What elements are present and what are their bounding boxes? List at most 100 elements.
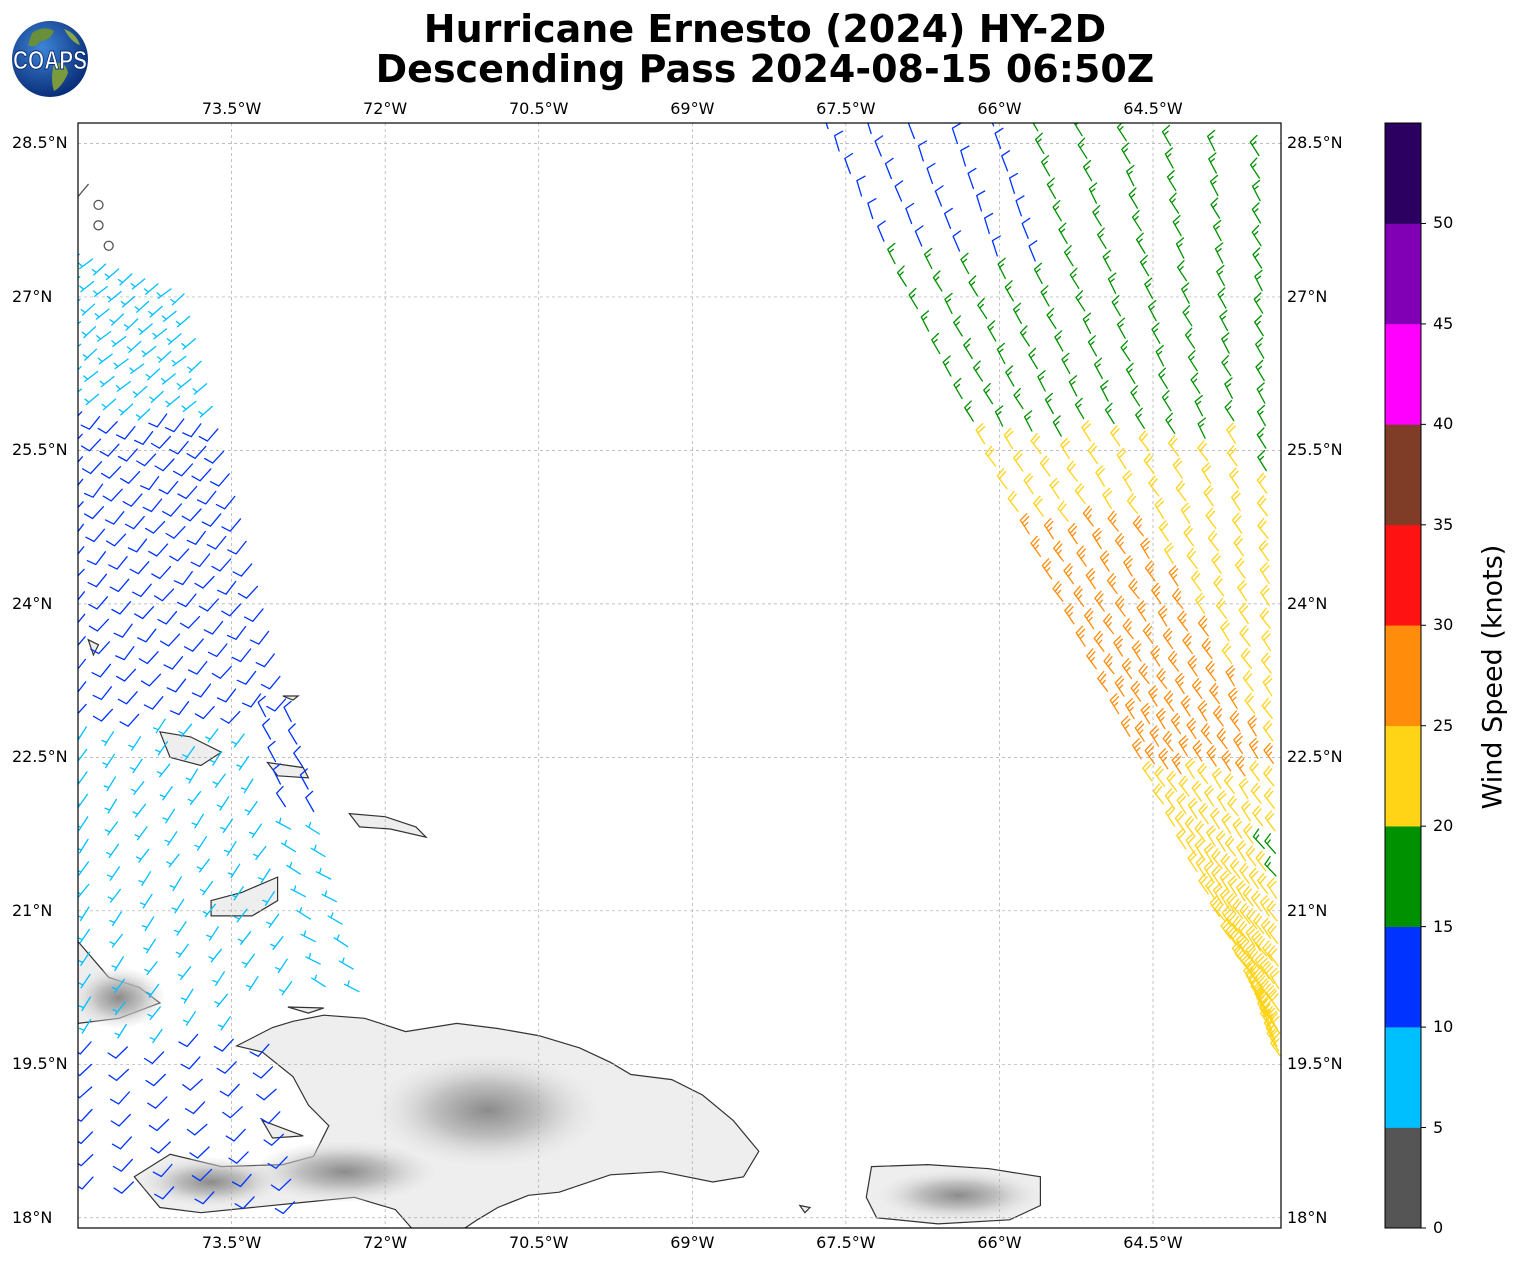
wind-barb (80, 303, 96, 316)
wind-barb (283, 700, 292, 723)
wind-barb (275, 785, 287, 808)
lat-tick-label: 28.5°N (12, 133, 68, 153)
wind-barb (1227, 687, 1238, 709)
wind-barb (1132, 515, 1144, 537)
wind-barb (1158, 367, 1168, 389)
wind-barb (78, 951, 91, 966)
wind-barb (177, 485, 198, 500)
wind-barb (211, 558, 232, 572)
wind-barb (78, 996, 92, 1012)
wind-barb (211, 665, 232, 679)
wind-barb (1093, 357, 1103, 380)
wind-barb (231, 648, 252, 663)
wind-barb (1187, 850, 1198, 872)
wind-barb (1052, 200, 1062, 222)
wind-barb (1046, 307, 1057, 330)
colorbar-tick-label: 5 (1433, 1117, 1444, 1137)
wind-barb (1192, 740, 1203, 762)
wind-barb (243, 608, 264, 622)
wind-barb (113, 623, 133, 638)
wind-barb (1256, 472, 1268, 494)
colorbar-tick-label: 45 (1433, 313, 1454, 333)
wind-barb (1015, 195, 1025, 217)
wind-barb (231, 733, 245, 748)
lon-tick-label: 64.5°W (1123, 99, 1183, 118)
wind-barb (164, 831, 178, 846)
wind-barb (78, 861, 90, 876)
wind-barb (1092, 527, 1102, 550)
wind-barb (143, 1051, 165, 1065)
wind-barb (225, 1128, 246, 1142)
wind-barb (1120, 340, 1131, 362)
wind-barb (1204, 785, 1215, 807)
lat-tick-label: 24°N (12, 593, 53, 613)
wind-barb (154, 458, 175, 472)
wind-barb (104, 268, 120, 281)
wind-barb (85, 528, 106, 543)
colorbar-segment (1385, 323, 1421, 425)
wind-barb (1245, 845, 1257, 867)
wind-barb (111, 978, 125, 993)
wind-barb (106, 866, 121, 881)
wind-barb (237, 585, 259, 599)
wind-barb (1263, 787, 1275, 809)
wind-barb (1221, 642, 1233, 664)
wind-barb (78, 411, 83, 417)
wind-barb (1114, 595, 1126, 617)
wind-barb (1169, 192, 1180, 214)
wind-barb (257, 695, 267, 718)
wind-barb (158, 480, 179, 495)
wind-barb (1201, 462, 1212, 484)
wind-barb (1178, 735, 1189, 757)
wind-barb (203, 620, 224, 635)
wind-barb (977, 297, 988, 320)
wind-barb (983, 212, 994, 235)
wind-barb (1074, 483, 1086, 505)
wind-barb (1085, 567, 1096, 590)
wind-barb (1216, 727, 1228, 750)
wind-barb (106, 290, 122, 303)
wind-barb (107, 1046, 128, 1059)
wind-barb (1229, 467, 1240, 489)
wind-barb (1225, 923, 1236, 945)
wind-barb (94, 308, 110, 320)
wind-barb (1142, 623, 1154, 645)
wind-barb (1197, 440, 1209, 462)
wind-barb (1086, 648, 1097, 670)
wind-barb (1255, 850, 1267, 872)
wind-barb (1030, 433, 1042, 455)
lat-tick-label: 21°N (12, 900, 53, 920)
colorbar-label: Wind Speed (knots) (1477, 544, 1509, 810)
wind-barb (1194, 394, 1204, 417)
wind-barb (87, 573, 108, 588)
wind-barb (172, 463, 194, 477)
wind-barb (118, 403, 134, 416)
wind-barb (221, 518, 242, 532)
wind-barb (286, 861, 301, 875)
wind-barb (1157, 605, 1168, 627)
wind-barb (1266, 877, 1278, 899)
wind-barb (186, 445, 207, 459)
wind-barb (934, 185, 944, 207)
wind-barb (1151, 322, 1161, 344)
wind-barb (228, 1151, 249, 1164)
wind-barb (227, 540, 247, 555)
wind-barb (1175, 237, 1185, 259)
wind-barb (81, 461, 103, 475)
wind-barb (1207, 530, 1220, 552)
wind-barb (1039, 455, 1051, 477)
wind-barb (1046, 177, 1057, 199)
wind-barb (1235, 880, 1246, 902)
wind-barb (945, 101, 953, 121)
lat-tick-label: 24°N (1287, 593, 1328, 613)
wind-barb (964, 400, 974, 422)
wind-barb (169, 548, 190, 562)
wind-barb (300, 930, 316, 943)
wind-barb (166, 853, 180, 868)
wind-barb (177, 966, 192, 981)
lon-tick-label: 69°W (670, 1233, 715, 1252)
wind-barb (255, 653, 275, 668)
wind-barb (119, 713, 140, 727)
wind-barb (124, 515, 145, 530)
wind-barb (256, 1088, 277, 1101)
